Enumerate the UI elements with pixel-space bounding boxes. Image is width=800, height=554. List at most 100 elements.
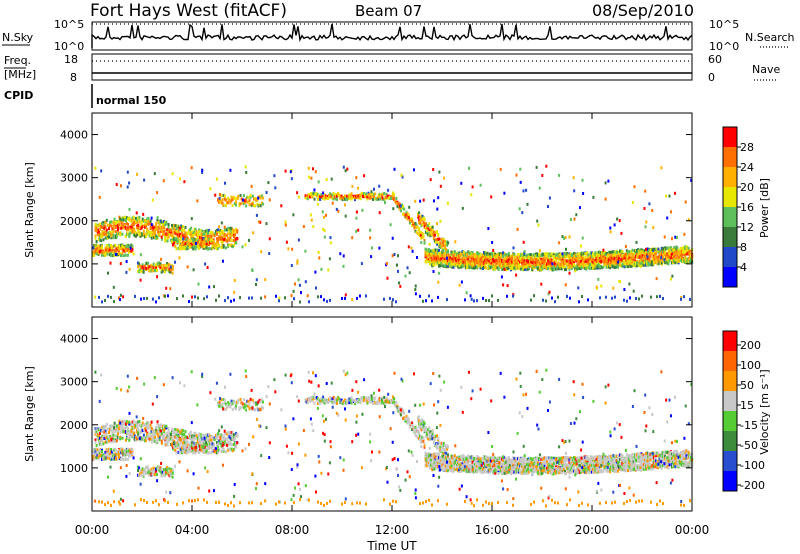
data-cell: [612, 256, 615, 260]
data-cell: [535, 254, 538, 258]
data-cell: [115, 436, 118, 440]
data-cell: [398, 281, 401, 285]
data-cell: [508, 257, 511, 261]
data-cell: [467, 259, 470, 263]
data-cell: [153, 435, 155, 439]
data-cell: [533, 294, 535, 298]
data-cell: [297, 278, 300, 282]
data-cell: [129, 246, 132, 250]
data-cell: [642, 263, 645, 267]
data-cell: [112, 254, 115, 258]
data-cell: [168, 232, 171, 236]
data-cell: [351, 196, 354, 199]
data-cell: [629, 252, 632, 256]
data-cell: [414, 284, 417, 288]
data-cell: [163, 426, 166, 430]
data-cell: [117, 245, 120, 248]
data-cell: [460, 252, 463, 256]
data-cell: [442, 254, 445, 258]
data-cell: [564, 236, 567, 239]
data-cell: [131, 433, 134, 437]
data-cell: [475, 253, 478, 257]
data-cell: [343, 194, 346, 198]
data-cell: [438, 252, 440, 256]
data-cell: [507, 262, 510, 265]
data-cell: [209, 230, 212, 234]
data-cell: [172, 243, 174, 247]
data-cell: [429, 255, 431, 259]
data-cell: [442, 238, 445, 242]
data-cell: [501, 267, 503, 271]
data-cell: [287, 247, 290, 251]
data-cell: [177, 225, 180, 229]
data-cell: [107, 452, 110, 456]
data-cell: [627, 250, 629, 254]
data-cell: [414, 222, 417, 225]
data-cell: [611, 256, 614, 260]
data-cell: [445, 251, 448, 255]
data-cell: [117, 232, 119, 235]
data-cell: [506, 259, 509, 263]
data-cell: [566, 294, 568, 298]
data-cell: [256, 198, 259, 202]
data-cell: [462, 250, 465, 254]
data-cell: [104, 457, 107, 460]
data-cell: [258, 203, 261, 207]
data-cell: [512, 267, 515, 271]
data-cell: [392, 196, 394, 200]
data-cell: [415, 225, 418, 229]
data-cell: [94, 427, 97, 431]
data-cell: [334, 193, 337, 197]
data-cell: [221, 236, 224, 240]
data-cell: [230, 299, 232, 303]
data-cell: [670, 259, 673, 262]
data-cell: [545, 299, 547, 303]
data-cell: [636, 264, 638, 268]
data-cell: [97, 428, 100, 432]
data-cell: [501, 263, 503, 267]
data-cell: [95, 430, 98, 434]
data-cell: [176, 437, 179, 441]
data-cell: [466, 263, 469, 267]
data-cell: [112, 227, 115, 230]
data-cell: [149, 264, 152, 268]
data-cell: [171, 240, 174, 244]
data-cell: [182, 438, 185, 442]
data-cell: [95, 456, 98, 460]
data-cell: [511, 260, 514, 264]
data-cell: [498, 261, 501, 265]
data-cell: [212, 233, 215, 237]
data-cell: [102, 232, 105, 236]
data-cell: [373, 195, 376, 198]
data-cell: [438, 271, 441, 275]
data-cell: [145, 222, 148, 226]
data-cell: [554, 300, 556, 304]
data-cell: [575, 267, 578, 271]
data-cell: [118, 232, 121, 236]
data-cell: [166, 443, 169, 447]
data-cell: [565, 252, 568, 256]
data-cell: [635, 297, 637, 300]
data-cell: [514, 255, 517, 259]
data-cell: [491, 241, 494, 244]
data-cell: [150, 440, 153, 444]
data-cell: [214, 243, 217, 247]
data-cell: [429, 178, 432, 182]
data-cell: [664, 246, 667, 250]
data-cell: [143, 297, 145, 300]
data-cell: [528, 260, 530, 263]
data-cell: [157, 430, 160, 433]
data-cell: [308, 175, 311, 179]
data-cell: [227, 226, 230, 230]
data-cell: [201, 168, 204, 172]
data-cell: [227, 201, 230, 205]
data-cell: [189, 228, 191, 232]
data-cell: [399, 284, 402, 288]
data-cell: [516, 227, 519, 231]
data-cell: [160, 268, 163, 272]
data-cell: [247, 200, 250, 204]
data-cell: [112, 431, 115, 434]
data-cell: [551, 259, 554, 263]
data-cell: [674, 235, 677, 239]
